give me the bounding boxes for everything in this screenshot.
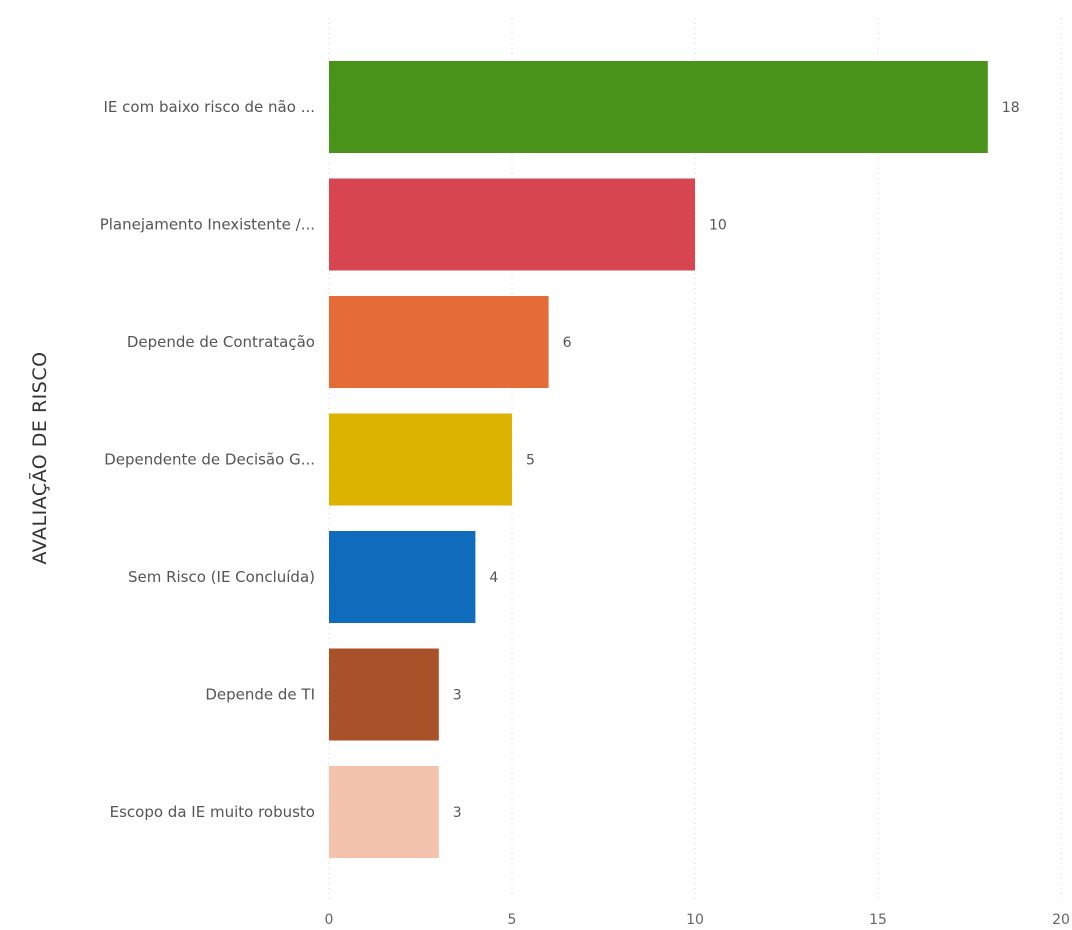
x-tick-label: 10	[686, 912, 704, 928]
bar-3[interactable]	[329, 413, 512, 506]
bar-value-label: 3	[453, 688, 462, 704]
bar-value-label: 6	[563, 335, 572, 351]
bars	[329, 61, 988, 858]
category-label: Escopo da IE muito robusto	[110, 803, 315, 821]
bar-6[interactable]	[329, 766, 439, 858]
bar-value-label: 5	[526, 453, 535, 469]
bar-value-label: 10	[709, 218, 727, 234]
category-label: Depende de Contratação	[127, 333, 315, 351]
data-labels: 18 10 6 5 4 3 3	[453, 100, 1020, 821]
x-tick-label: 5	[508, 912, 517, 928]
y-axis-title: AVALIAÇÃO DE RISCO	[28, 351, 51, 564]
bar-5[interactable]	[329, 648, 439, 741]
bar-4[interactable]	[329, 531, 476, 623]
category-label: IE com baixo risco de não ...	[103, 98, 315, 116]
category-label: Sem Risco (IE Concluída)	[128, 568, 315, 586]
x-tick-label: 20	[1052, 912, 1070, 928]
bar-0[interactable]	[329, 61, 988, 153]
category-labels: IE com baixo risco de não ... Planejament…	[100, 98, 315, 821]
bar-value-label: 3	[453, 805, 462, 821]
x-tick-label: 0	[325, 912, 334, 928]
category-label: Depende de TI	[205, 686, 315, 704]
bar-value-label: 18	[1002, 100, 1020, 116]
x-axis-ticks: 0 5 10 15 20	[325, 912, 1070, 928]
category-label: Planejamento Inexistente /...	[100, 216, 315, 234]
category-label: Dependente de Decisão G...	[104, 451, 315, 469]
bar-value-label: 4	[489, 570, 498, 586]
bar-2[interactable]	[329, 296, 549, 388]
bar-1[interactable]	[329, 178, 695, 271]
x-tick-label: 15	[869, 912, 887, 928]
